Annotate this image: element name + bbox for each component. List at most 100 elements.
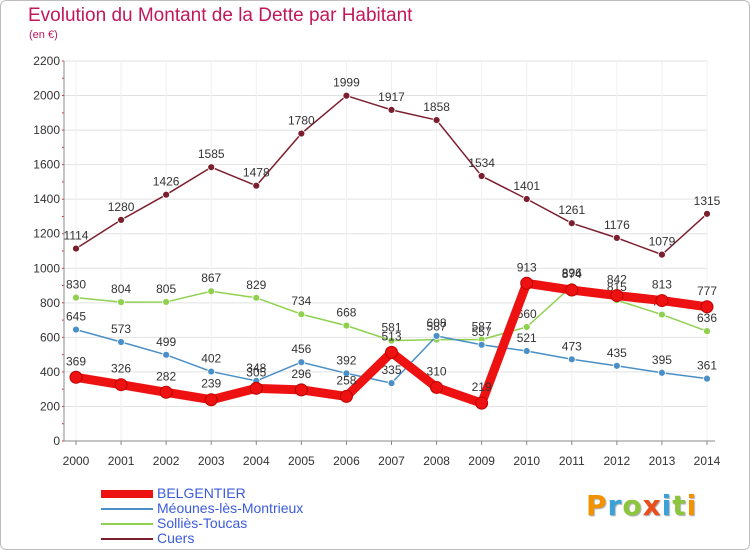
data-point: [117, 216, 125, 224]
data-label: 521: [517, 331, 537, 345]
data-point: [342, 321, 351, 330]
data-label: 296: [291, 367, 311, 381]
data-point: [297, 310, 306, 319]
data-label: 804: [111, 282, 131, 296]
data-point: [162, 350, 171, 359]
y-tick-label: 200: [40, 399, 60, 413]
data-point: [387, 379, 396, 388]
legend-swatch: [101, 490, 153, 498]
data-point: [114, 378, 128, 392]
x-tick-label: 2004: [243, 454, 270, 468]
data-label: 499: [156, 335, 176, 349]
data-label: 435: [607, 346, 627, 360]
data-label: 361: [697, 359, 717, 373]
data-point: [342, 91, 351, 100]
data-label: 896: [562, 266, 582, 280]
data-point: [658, 368, 666, 377]
data-label: 587: [472, 320, 492, 334]
data-point: [612, 233, 621, 242]
data-point: [520, 276, 534, 290]
data-point: [72, 244, 80, 253]
data-label: 335: [381, 363, 401, 377]
x-tick-label: 2009: [468, 454, 495, 468]
data-label: 1315: [694, 194, 721, 208]
data-point: [72, 325, 80, 334]
data-point: [387, 336, 396, 345]
data-label: 1261: [558, 203, 585, 217]
data-label: 573: [111, 322, 131, 336]
data-label: 239: [201, 377, 221, 391]
data-label: 777: [697, 284, 717, 298]
data-label: 1917: [378, 90, 405, 104]
y-tick-label: 800: [40, 296, 60, 310]
data-label: 395: [652, 353, 672, 367]
data-label: 258: [336, 373, 356, 387]
data-label: 473: [562, 339, 582, 353]
x-tick-label: 2002: [153, 454, 180, 468]
data-label: 1858: [423, 100, 450, 114]
legend-label: Solliès-Toucas: [157, 515, 248, 531]
data-point: [297, 358, 306, 367]
y-tick-label: 1600: [33, 158, 60, 172]
data-point: [72, 293, 80, 302]
x-tick-label: 2012: [604, 454, 631, 468]
unit-label: (en €): [29, 29, 58, 41]
data-point: [430, 380, 444, 394]
data-label: 636: [697, 311, 717, 325]
data-point: [658, 250, 666, 259]
data-label: 1114: [64, 229, 89, 243]
data-point: [387, 105, 396, 114]
data-point: [339, 389, 353, 403]
data-label: 402: [201, 352, 221, 366]
data-label: 829: [246, 278, 266, 292]
legend-label: BELGENTIER: [157, 485, 246, 501]
data-point: [342, 369, 351, 378]
data-label: 1280: [108, 200, 135, 214]
legend-label: Cuers: [157, 530, 195, 546]
data-label: 310: [427, 364, 447, 378]
legend-swatch: [101, 538, 153, 540]
y-tick-label: 0: [53, 434, 60, 448]
data-label: 805: [156, 282, 176, 296]
data-label: 874: [562, 267, 582, 281]
data-point: [477, 172, 486, 180]
data-point: [522, 195, 531, 203]
data-point: [252, 293, 261, 302]
data-point: [655, 294, 669, 308]
y-tick-label: 400: [40, 365, 60, 379]
y-tick-label: 1800: [33, 123, 60, 137]
data-point: [159, 385, 173, 399]
y-tick-label: 2000: [33, 89, 60, 103]
data-point: [207, 367, 216, 376]
y-tick-label: 2200: [33, 54, 60, 68]
data-label: 219: [472, 380, 492, 394]
y-tick-label: 1000: [33, 261, 60, 275]
data-point: [117, 298, 125, 307]
data-label: 813: [652, 278, 672, 292]
data-label: 369: [66, 354, 86, 368]
data-point: [432, 116, 441, 124]
data-point: [207, 163, 216, 172]
data-point: [294, 383, 308, 397]
data-point: [385, 345, 398, 359]
data-label: 513: [381, 329, 401, 343]
data-label: 326: [111, 362, 131, 376]
data-point: [475, 396, 489, 410]
data-point: [477, 340, 486, 349]
data-point: [565, 283, 579, 297]
x-tick-label: 2003: [198, 454, 225, 468]
chart-title: Evolution du Montant de la Dette par Hab…: [28, 5, 413, 26]
x-tick-label: 2005: [288, 454, 315, 468]
y-tick-label: 600: [40, 330, 60, 344]
data-point: [432, 332, 441, 340]
data-label: 913: [517, 260, 537, 274]
data-label: 392: [336, 353, 356, 367]
data-label: 348: [246, 361, 266, 375]
data-label: 456: [291, 342, 311, 356]
data-point: [117, 338, 125, 346]
data-point: [612, 361, 621, 370]
x-tick-label: 2008: [423, 454, 450, 468]
data-label: 581: [381, 321, 401, 335]
data-label: 1534: [468, 156, 495, 170]
